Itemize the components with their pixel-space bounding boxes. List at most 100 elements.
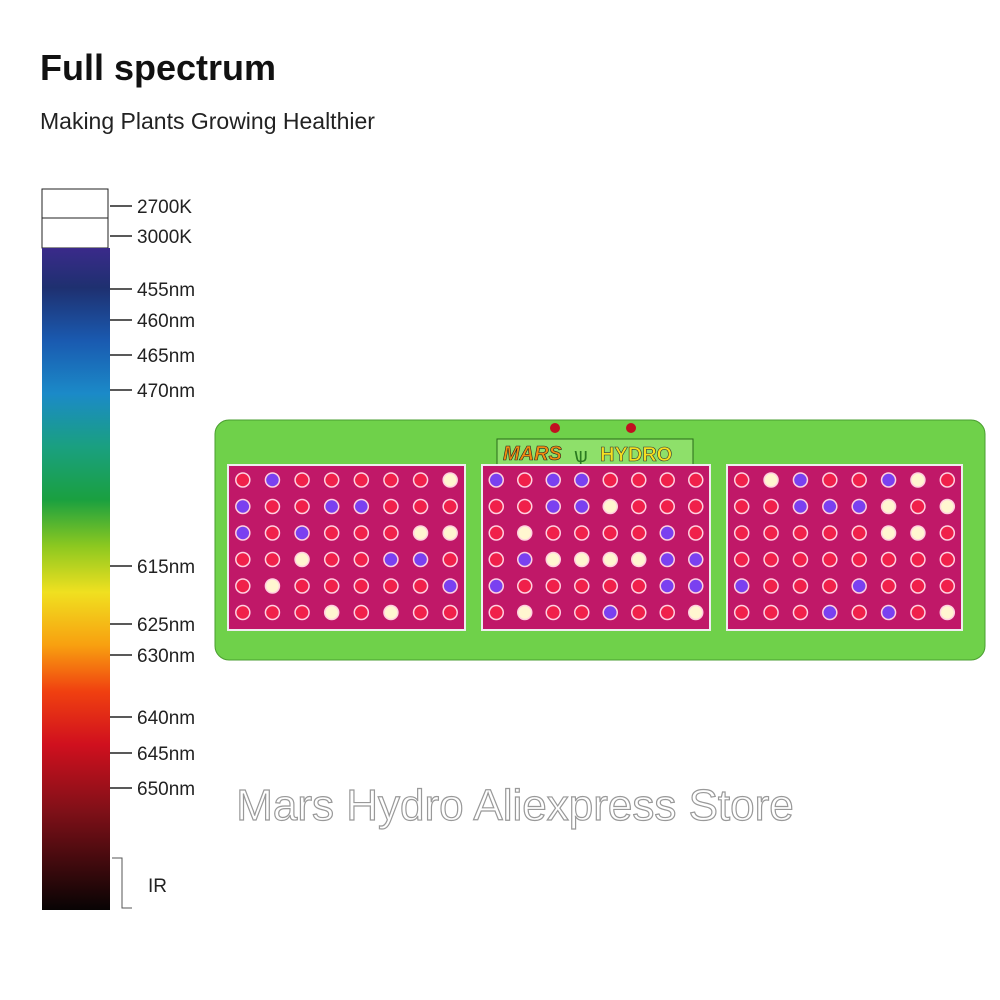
watermark: Mars Hydro Aliexpress Store	[236, 781, 794, 830]
led	[910, 551, 926, 568]
led	[517, 578, 533, 594]
led	[688, 498, 704, 515]
led	[792, 472, 809, 488]
spectrum-bar	[42, 248, 110, 910]
led	[545, 551, 561, 568]
spectrum-label: 650nm	[137, 779, 195, 800]
led	[235, 578, 251, 594]
led	[602, 578, 618, 594]
logo-box	[496, 438, 694, 468]
led	[602, 472, 618, 488]
led	[517, 551, 533, 568]
led	[688, 525, 704, 541]
led	[323, 578, 340, 594]
led	[294, 604, 310, 621]
spectrum-label: 455nm	[137, 280, 195, 301]
led	[353, 604, 370, 621]
led	[412, 472, 429, 488]
switch	[626, 423, 636, 433]
led	[545, 472, 561, 488]
led	[383, 578, 399, 594]
title: Full spectrum	[40, 47, 276, 88]
led	[383, 525, 399, 541]
led	[442, 472, 458, 488]
led	[412, 498, 429, 515]
led	[822, 551, 838, 568]
led	[939, 498, 956, 515]
led	[851, 498, 867, 515]
led	[822, 578, 838, 594]
led	[659, 525, 675, 541]
spectrum-label: 615nm	[137, 557, 195, 578]
led	[545, 604, 561, 621]
led	[294, 525, 310, 541]
led	[792, 604, 809, 621]
led	[631, 578, 647, 594]
led	[442, 525, 458, 541]
spectrum-label: 470nm	[137, 381, 195, 402]
led-panel	[726, 464, 963, 631]
led	[659, 604, 675, 621]
led	[235, 472, 251, 488]
led	[851, 578, 867, 594]
led	[574, 498, 590, 515]
led	[763, 525, 779, 541]
led	[574, 551, 590, 568]
led	[822, 525, 838, 541]
subtitle: Making Plants Growing Healthier	[40, 108, 375, 134]
led	[235, 525, 251, 541]
led	[517, 498, 533, 515]
spectrum-label: IR	[148, 876, 167, 897]
led	[264, 578, 281, 594]
led	[574, 472, 590, 488]
led	[763, 578, 779, 594]
led	[851, 472, 867, 488]
led	[574, 525, 590, 541]
led	[383, 551, 399, 568]
led	[517, 472, 533, 488]
spectrum-label: 630nm	[137, 646, 195, 667]
led	[353, 578, 370, 594]
led	[488, 498, 504, 515]
led	[545, 525, 561, 541]
led	[792, 578, 809, 594]
led	[939, 525, 956, 541]
led	[822, 472, 838, 488]
bracket	[112, 857, 132, 909]
led	[688, 551, 704, 568]
led	[323, 472, 340, 488]
led	[353, 551, 370, 568]
led	[323, 525, 340, 541]
led	[910, 578, 926, 594]
led	[688, 472, 704, 488]
led	[659, 551, 675, 568]
led	[792, 551, 809, 568]
led	[733, 551, 750, 568]
led	[939, 604, 956, 621]
led	[442, 604, 458, 621]
led	[264, 472, 281, 488]
led	[880, 551, 897, 568]
led	[488, 578, 504, 594]
led	[763, 604, 779, 621]
spectrum-label: 645nm	[137, 744, 195, 765]
led	[602, 551, 618, 568]
led	[939, 551, 956, 568]
led	[851, 525, 867, 541]
led	[631, 551, 647, 568]
led-panel	[227, 464, 466, 631]
led	[880, 604, 897, 621]
color-swatch	[41, 188, 109, 219]
led	[822, 604, 838, 621]
led	[488, 525, 504, 541]
led	[264, 498, 281, 515]
led	[733, 472, 750, 488]
led	[574, 578, 590, 594]
logo-icon: ѱ	[574, 445, 588, 467]
led	[412, 604, 429, 621]
led	[822, 498, 838, 515]
led	[383, 472, 399, 488]
led	[851, 551, 867, 568]
led	[383, 498, 399, 515]
led	[294, 498, 310, 515]
